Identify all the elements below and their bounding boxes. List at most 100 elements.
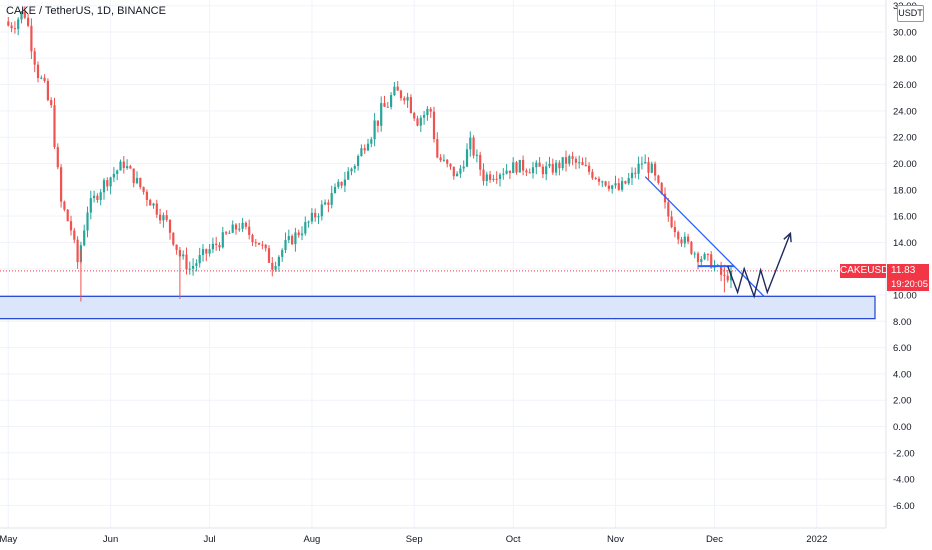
candle-body	[399, 90, 403, 99]
candle-body	[376, 120, 379, 126]
candle-body	[663, 193, 667, 203]
candle-body	[20, 11, 23, 20]
candle-body	[525, 170, 528, 173]
candle-body	[683, 236, 686, 244]
time-tick-label: Jun	[103, 534, 118, 545]
candle-body	[459, 168, 462, 174]
candle-body	[528, 172, 531, 174]
candle-body	[132, 168, 135, 184]
candle-body	[86, 212, 89, 231]
candle-body	[637, 163, 640, 174]
candle-body	[40, 77, 43, 79]
candle-body	[333, 186, 337, 194]
currency-button[interactable]: USDT	[897, 5, 924, 22]
candle-body	[696, 253, 700, 263]
candle-body	[159, 214, 162, 221]
candle-body	[409, 97, 412, 113]
candle-body	[396, 86, 399, 91]
price-tick-label: 28.00	[893, 54, 917, 65]
candle-body	[66, 209, 69, 222]
candle-body	[337, 181, 340, 187]
projection-arrowhead	[783, 231, 792, 243]
time-tick-label: Nov	[607, 534, 624, 545]
candle-body	[644, 162, 647, 164]
candle-body	[366, 143, 370, 151]
price-tick-label: 16.00	[893, 212, 917, 223]
candle-body	[403, 98, 406, 101]
candle-body	[155, 203, 158, 215]
candle-body	[343, 179, 346, 186]
candle-body	[436, 139, 439, 158]
drawings	[644, 176, 792, 299]
candle-body	[475, 154, 478, 156]
candle-body	[465, 149, 469, 167]
candle-body	[680, 239, 683, 244]
price-tick-label: 6.00	[893, 343, 912, 354]
time-axis[interactable]: May Jun Jul Aug Sep Oct Nov Dec 2022	[0, 534, 827, 545]
candle-body	[607, 185, 610, 189]
candle-body	[357, 156, 360, 167]
candle-body	[228, 232, 231, 234]
candle-body	[89, 198, 92, 213]
candle-body	[449, 163, 452, 167]
candle-body	[446, 159, 449, 164]
candle-body	[558, 162, 561, 169]
candle-body	[429, 108, 432, 112]
candle-body	[149, 199, 152, 206]
candle-body	[122, 161, 125, 169]
candle-body	[617, 183, 620, 190]
candle-body	[291, 235, 294, 245]
candle-body	[413, 112, 416, 119]
candle-body	[241, 222, 244, 229]
candle-body	[119, 161, 122, 171]
candle-body	[274, 266, 277, 270]
candle-body	[129, 166, 132, 169]
candle-body	[545, 166, 548, 175]
candle-body	[168, 219, 172, 233]
candle-body	[69, 221, 73, 231]
candle-body	[185, 254, 188, 270]
candle-body	[522, 159, 525, 171]
candle-body	[498, 174, 502, 179]
candle-body	[244, 222, 247, 227]
candle-body	[703, 253, 706, 260]
candle-body	[518, 159, 521, 173]
candle-body	[360, 148, 363, 157]
candle-body	[561, 157, 564, 169]
candle-body	[267, 248, 271, 263]
candle-body	[10, 25, 13, 29]
price-tick-label: 18.00	[893, 185, 917, 196]
price-tick-label: -6.00	[893, 501, 915, 512]
price-tick-label: 0.00	[893, 422, 912, 433]
candle-body	[568, 156, 571, 164]
time-tick-label: 2022	[806, 534, 827, 545]
candle-body	[670, 216, 673, 228]
symbol-title[interactable]: CAKE / TetherUS, 1D, BINANCE	[6, 5, 166, 17]
candle-body	[584, 164, 587, 166]
candle-body	[726, 275, 729, 281]
candle-body	[630, 172, 634, 179]
candle-body	[175, 244, 178, 250]
candle-body	[142, 187, 145, 192]
candle-body	[588, 165, 591, 172]
candle-body	[27, 17, 30, 26]
candle-body	[23, 11, 26, 18]
candle-body	[482, 169, 485, 181]
candle-body	[380, 103, 383, 126]
candle-body	[294, 232, 297, 245]
candle-body	[221, 232, 224, 248]
price-tick-label: 22.00	[893, 133, 917, 144]
candle-body	[33, 51, 36, 65]
candle-body	[512, 162, 515, 174]
price-tick-label: 10.00	[893, 291, 917, 302]
price-tick-label: 26.00	[893, 80, 917, 91]
candle-body	[492, 178, 495, 180]
candle-body	[208, 249, 211, 254]
support-zone	[0, 295, 876, 320]
candle-body	[456, 173, 459, 177]
candle-body	[551, 163, 554, 173]
time-tick-label: Oct	[506, 534, 521, 545]
candle-body	[673, 227, 676, 233]
candle-body	[347, 171, 350, 180]
